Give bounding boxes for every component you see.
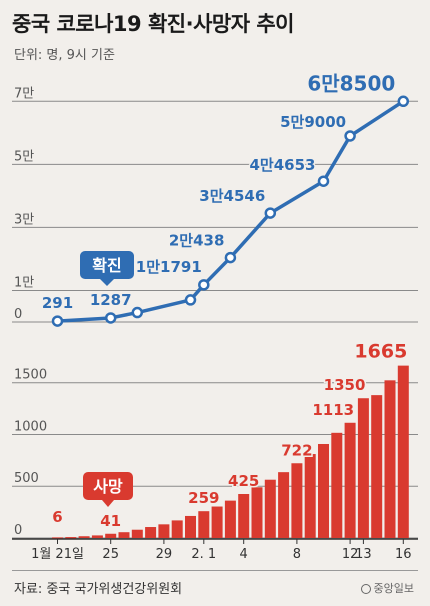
confirmed-data-label: 1287 xyxy=(90,291,132,309)
confirmed-series-line xyxy=(57,99,405,323)
brand-mark-icon xyxy=(360,584,371,594)
death-bar xyxy=(91,535,103,538)
x-tick-label: 16 xyxy=(395,547,412,562)
unit-note: 단위: 명, 9시 기준 xyxy=(14,48,115,63)
death-bar xyxy=(211,506,223,538)
line-y-tick-label: 3만 xyxy=(14,212,34,227)
bar-y-tick-label: 1500 xyxy=(14,368,47,383)
confirmed-point xyxy=(184,294,197,306)
deaths-legend-label: 사망 xyxy=(93,477,123,496)
death-bar xyxy=(78,536,90,538)
x-tick-label: 25 xyxy=(102,547,119,562)
deaths-legend-badge xyxy=(83,472,133,500)
death-bar xyxy=(171,520,183,538)
x-tick-label: 2. 1 xyxy=(191,547,216,562)
death-bar xyxy=(264,479,276,538)
confirmed-data-label: 6만8500 xyxy=(307,71,395,95)
line-y-tick-label: 1만 xyxy=(14,275,34,290)
death-bar xyxy=(397,365,409,538)
deaths-legend-pointer xyxy=(102,500,114,507)
x-tick-label: 8 xyxy=(293,547,301,562)
death-data-label: 41 xyxy=(100,512,121,530)
confirmed-data-label: 1만1791 xyxy=(136,258,202,276)
death-bar xyxy=(291,463,303,538)
source-note: 자료: 중국 국가위생건강위원회 xyxy=(14,582,183,597)
death-bar xyxy=(145,527,157,538)
death-bar xyxy=(238,494,250,538)
line-y-tick-label: 7만 xyxy=(14,86,34,101)
death-bar xyxy=(224,500,236,538)
death-bar xyxy=(371,395,383,538)
death-data-label: 259 xyxy=(188,489,219,507)
death-bar xyxy=(251,487,263,538)
confirmed-data-label: 5만9000 xyxy=(280,113,346,131)
confirmed-data-label: 291 xyxy=(42,294,73,312)
x-tick-label: 1월 21일 xyxy=(31,547,84,562)
line-y-tick-label: 0 xyxy=(14,307,22,322)
death-data-label: 1665 xyxy=(354,341,407,363)
death-bar xyxy=(198,511,210,538)
x-tick-label: 29 xyxy=(156,547,173,562)
confirmed-point xyxy=(224,251,237,264)
death-data-label: 1350 xyxy=(324,376,366,394)
x-tick-label: 12 xyxy=(342,547,359,562)
line-y-tick-label: 5만 xyxy=(14,149,34,164)
death-bar xyxy=(158,524,170,538)
death-bar xyxy=(105,533,117,538)
bar-y-tick-label: 1000 xyxy=(14,419,47,434)
death-bar xyxy=(344,422,356,538)
confirmed-point xyxy=(264,207,277,219)
confirmed-data-label: 3만4546 xyxy=(199,187,265,205)
brand-name: 중앙일보 xyxy=(373,582,414,595)
death-bar xyxy=(304,454,316,538)
x-tick-label: 4 xyxy=(240,547,248,562)
confirmed-legend-label: 확진 xyxy=(92,256,121,275)
confirmed-legend-badge xyxy=(80,251,134,279)
death-bar xyxy=(357,398,369,538)
death-bar xyxy=(65,537,77,539)
death-data-label: 425 xyxy=(228,472,259,490)
bar-y-tick-label: 500 xyxy=(14,471,39,486)
footer-divider xyxy=(12,570,418,571)
x-tick-label: 13 xyxy=(355,547,372,562)
confirmed-point xyxy=(344,130,356,142)
death-bar xyxy=(384,380,396,538)
brand-logo: 중앙일보 xyxy=(360,580,414,596)
death-data-label: 1113 xyxy=(312,401,354,419)
confirmed-point xyxy=(104,312,117,324)
death-data-label: 722 xyxy=(281,441,312,459)
confirmed-point xyxy=(397,95,410,108)
death-bar xyxy=(278,472,290,538)
death-data-label: 6 xyxy=(52,508,62,526)
confirmed-point xyxy=(131,306,144,319)
confirmed-legend-pointer xyxy=(100,279,114,286)
chart-title: 중국 코로나19 확진·사망자 추이 xyxy=(12,12,294,36)
death-bar xyxy=(318,443,329,538)
confirmed-point xyxy=(317,175,330,187)
confirmed-point xyxy=(51,315,64,327)
death-bar xyxy=(331,432,343,538)
bar-y-tick-label: 0 xyxy=(14,523,22,538)
death-bar xyxy=(185,515,196,538)
death-bar xyxy=(118,532,130,538)
confirmed-data-label: 2만438 xyxy=(169,232,225,250)
death-bar xyxy=(131,529,143,538)
death-bar xyxy=(52,537,63,539)
confirmed-point xyxy=(198,279,210,291)
confirmed-data-label: 4만4653 xyxy=(250,156,316,174)
